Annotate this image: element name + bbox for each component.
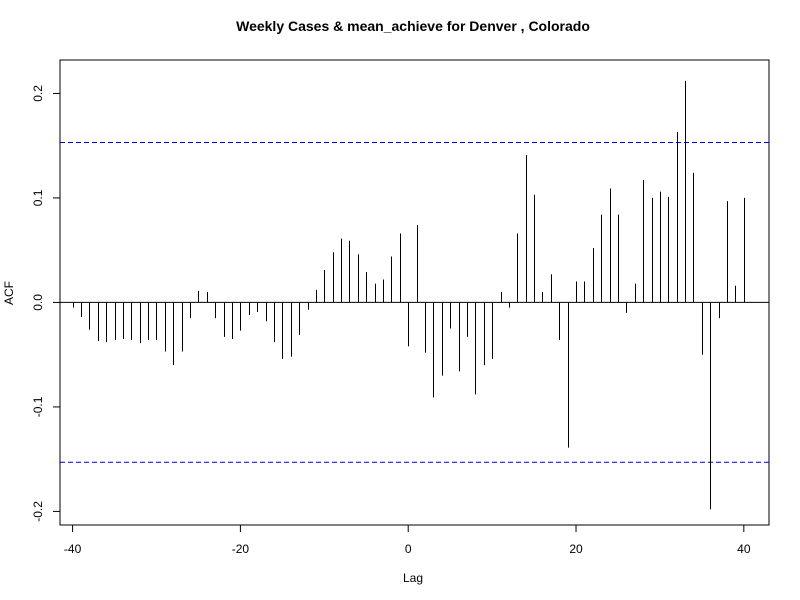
acf-bars: [73, 80, 745, 510]
x-tick-label: 40: [737, 542, 751, 556]
chart-title: Weekly Cases & mean_achieve for Denver ,…: [236, 18, 590, 34]
y-axis: -0.2 -0.1 0.0 0.1 0.2: [31, 85, 61, 522]
x-axis-label: Lag: [403, 571, 423, 585]
y-tick-label: -0.1: [31, 396, 45, 417]
x-tick-label: -20: [232, 542, 250, 556]
plot-frame: [59, 59, 770, 526]
y-tick-label: 0.0: [31, 294, 45, 311]
x-tick-label: 0: [405, 542, 412, 556]
x-axis: -40 -20 0 20 40: [64, 524, 751, 556]
confidence-bounds: [60, 142, 769, 463]
x-tick-label: 20: [569, 542, 583, 556]
y-tick-label: 0.1: [31, 189, 45, 206]
y-tick-label: 0.2: [31, 85, 45, 102]
y-axis-label: ACF: [2, 281, 16, 305]
y-tick-label: -0.2: [31, 501, 45, 522]
x-tick-label: -40: [64, 542, 82, 556]
